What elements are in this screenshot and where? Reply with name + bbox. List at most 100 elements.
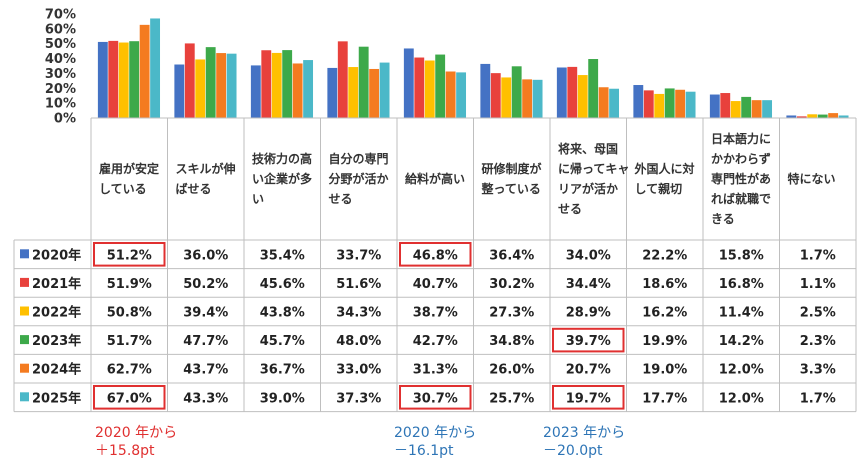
category-label: い企業が多 xyxy=(252,171,312,186)
data-label: 18.6% xyxy=(642,277,687,292)
data-label: 36.7% xyxy=(260,363,305,378)
data-label: 3.3% xyxy=(800,363,836,378)
bar xyxy=(786,115,797,118)
legend-swatch xyxy=(20,335,29,345)
bar xyxy=(511,66,522,118)
category-label: きる xyxy=(711,212,735,226)
annotation-line: 2020 年から xyxy=(95,425,178,441)
category-label: 雇用が安定 xyxy=(99,161,159,176)
data-label: 46.8% xyxy=(413,248,458,263)
bar xyxy=(807,114,818,118)
highlight-box xyxy=(399,385,472,410)
category-label: リアが活か xyxy=(558,181,618,196)
data-label: 45.6% xyxy=(260,277,305,292)
y-tick-label: 40% xyxy=(45,52,76,67)
data-label: 30.2% xyxy=(489,277,534,292)
bar xyxy=(762,100,773,118)
category-label: ばせる xyxy=(176,181,212,196)
legend-swatch xyxy=(20,277,29,287)
highlight-box xyxy=(93,242,166,267)
bar xyxy=(817,114,828,118)
legend-label: 2022年 xyxy=(32,305,81,321)
category-label: 技術力の高 xyxy=(252,151,312,166)
legend-swatch xyxy=(20,306,29,316)
bar xyxy=(337,41,348,119)
bar xyxy=(556,67,567,118)
data-label: 38.7% xyxy=(413,306,458,321)
data-label: 26.0% xyxy=(489,363,534,378)
category-label: 専門性があ xyxy=(711,171,771,186)
bar xyxy=(358,46,369,118)
annotation-line: 2023 年から xyxy=(543,425,626,441)
annotation-first-category: 2020 年から ＋15.8pt xyxy=(95,424,177,460)
bar xyxy=(664,88,675,118)
data-label: 2.3% xyxy=(800,334,836,349)
category-label: せる xyxy=(329,192,353,206)
bar xyxy=(139,24,150,119)
data-label: 34.0% xyxy=(566,248,611,263)
category-label: 自分の専門 xyxy=(329,151,389,166)
bar xyxy=(97,41,108,118)
data-label: 43.3% xyxy=(183,391,228,406)
data-label: 1.7% xyxy=(800,391,836,406)
data-label: 51.2% xyxy=(107,248,152,263)
bar xyxy=(414,57,425,118)
data-label: 31.3% xyxy=(413,363,458,378)
category-label: に帰ってキャ xyxy=(558,161,629,176)
legend-label: 2020年 xyxy=(32,247,81,263)
data-label: 14.2% xyxy=(719,334,764,349)
bar xyxy=(348,67,359,118)
bar xyxy=(327,67,338,118)
legend-label: 2025年 xyxy=(32,390,81,406)
data-label: 42.7% xyxy=(413,334,458,349)
bar xyxy=(609,88,620,118)
data-label: 19.9% xyxy=(642,334,687,349)
bar xyxy=(205,47,216,118)
data-label: 25.7% xyxy=(489,391,534,406)
data-label: 37.3% xyxy=(336,391,381,406)
bar xyxy=(577,75,588,118)
y-tick-label: 60% xyxy=(45,22,76,37)
bar xyxy=(195,59,206,118)
data-label: 39.7% xyxy=(566,334,611,349)
category-label: 整っている xyxy=(481,181,541,196)
annotation-line: 2020 年から xyxy=(394,425,477,441)
annotation-line: －20.0pt xyxy=(543,443,603,459)
bar xyxy=(303,60,314,118)
data-label: 43.8% xyxy=(260,306,305,321)
data-label: 50.2% xyxy=(183,277,228,292)
annotation-line: ＋15.8pt xyxy=(95,443,155,459)
y-tick-label: 10% xyxy=(45,97,76,112)
bar xyxy=(456,72,467,118)
y-tick-label: 50% xyxy=(45,37,76,52)
bar xyxy=(174,64,185,118)
bar xyxy=(675,89,686,118)
bar xyxy=(598,87,609,118)
bar xyxy=(828,113,839,118)
data-label: 67.0% xyxy=(107,391,152,406)
category-label: 給料が高い xyxy=(405,171,465,186)
bar xyxy=(403,48,414,118)
bar xyxy=(108,40,119,118)
data-label: 15.8% xyxy=(719,248,764,263)
data-label: 62.7% xyxy=(107,363,152,378)
data-label: 17.7% xyxy=(642,391,687,406)
bar xyxy=(751,100,762,118)
highlight-box xyxy=(93,385,166,410)
category-label: れば就職で xyxy=(711,191,771,206)
data-label: 2.5% xyxy=(800,306,836,321)
legend-swatch xyxy=(20,392,29,402)
legend-label: 2024年 xyxy=(32,362,81,378)
category-label: 研修制度が xyxy=(482,161,542,176)
bar xyxy=(633,85,644,118)
bar xyxy=(501,77,512,118)
bar xyxy=(216,53,227,118)
data-label: 36.0% xyxy=(183,248,228,263)
bar xyxy=(730,101,741,118)
legend-swatch xyxy=(20,249,29,259)
data-label: 22.2% xyxy=(642,248,687,263)
data-label: 43.7% xyxy=(183,363,228,378)
data-label: 11.4% xyxy=(719,306,764,321)
annotation-career: 2023 年から －20.0pt xyxy=(543,424,625,460)
